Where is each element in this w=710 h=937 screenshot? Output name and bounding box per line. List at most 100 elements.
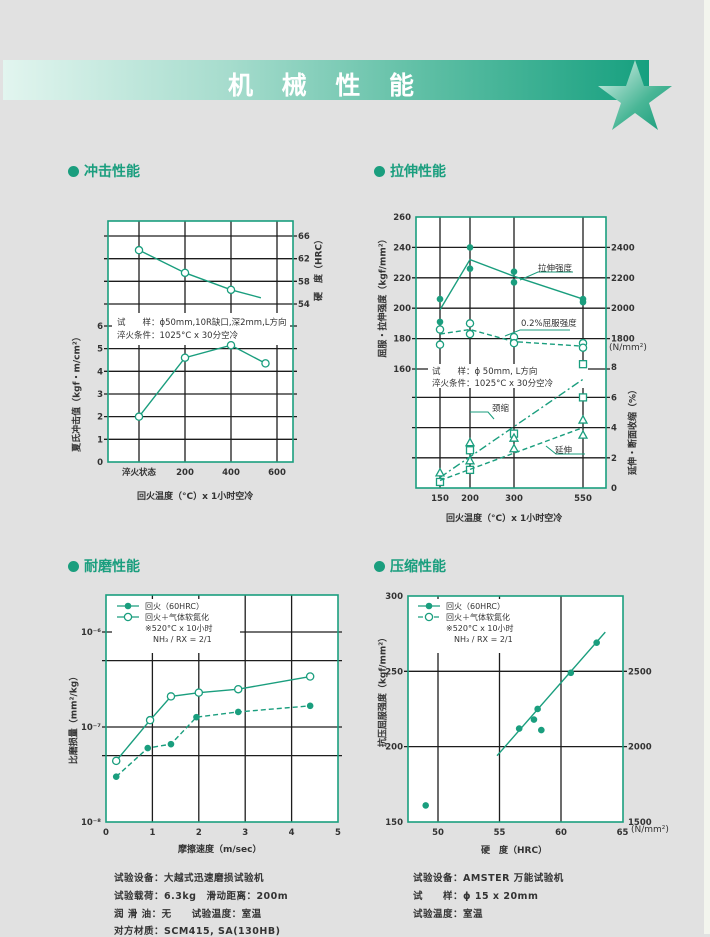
data-point bbox=[579, 298, 587, 306]
y-tick-label: 0 bbox=[97, 458, 103, 468]
legend-label: 回火＋气体软氮化 bbox=[446, 612, 510, 622]
compression-note-2: 试 样：ϕ 15 x 20mm bbox=[413, 891, 539, 902]
header-banner: 机 械 性 能 bbox=[3, 60, 649, 100]
legend-label: 回火＋气体软氮化 bbox=[145, 612, 209, 622]
data-point bbox=[465, 329, 475, 339]
section-title: 冲击性能 bbox=[84, 164, 140, 180]
annotation-box bbox=[428, 364, 588, 388]
data-point bbox=[577, 429, 589, 439]
x-tick-label: 65 bbox=[617, 828, 629, 838]
x-tick-label: 60 bbox=[555, 828, 567, 838]
compression-x-axis-label: 硬 度（HRC） bbox=[481, 846, 548, 856]
data-point bbox=[578, 343, 588, 352]
data-point bbox=[226, 340, 236, 350]
x-tick-label: 200 bbox=[176, 468, 194, 478]
legend-note: ※520°C x 10小时 bbox=[145, 623, 213, 633]
data-point bbox=[534, 705, 541, 713]
impact-note-2: 淬火条件：1025°C x 30分空冷 bbox=[117, 331, 239, 341]
x-tick-label: 0 bbox=[103, 828, 109, 838]
series-line-3 bbox=[439, 426, 584, 482]
data-point bbox=[194, 688, 204, 697]
section-title: 压缩性能 bbox=[390, 559, 446, 575]
section-heading-compression: 压缩性能 bbox=[374, 556, 446, 576]
data-point bbox=[166, 692, 176, 701]
series-line-0 bbox=[439, 258, 584, 311]
data-point bbox=[436, 295, 444, 303]
data-point bbox=[144, 744, 152, 752]
legend-label: 回火（60HRC） bbox=[446, 602, 505, 611]
data-point bbox=[112, 773, 120, 780]
legend-marker bbox=[425, 602, 433, 610]
data-point bbox=[134, 412, 144, 421]
data-point bbox=[593, 639, 600, 646]
compression-note-3: 试验温度：室温 bbox=[413, 909, 484, 920]
wear-y-axis-label: 比磨损量（mm²/kg） bbox=[69, 671, 80, 765]
chart-1: 150 200 300 5501601802002202402601800200022… bbox=[393, 213, 634, 504]
plot-border bbox=[107, 220, 294, 463]
bullet-icon bbox=[68, 165, 79, 177]
x-tick-label: 550 bbox=[574, 494, 592, 504]
y2-tick-label: 58 bbox=[298, 277, 310, 287]
tensile-note-1: 试 样：ϕ 50mm, L方向 bbox=[432, 367, 538, 377]
annotation-leader bbox=[470, 411, 495, 420]
data-point bbox=[510, 268, 518, 276]
x-tick-label: 2 bbox=[196, 828, 202, 838]
data-point bbox=[464, 437, 476, 447]
y-tick-label: 3 bbox=[97, 390, 103, 400]
series-line-0 bbox=[496, 631, 606, 757]
x-tick-label: 600 bbox=[268, 468, 286, 478]
section-title: 耐磨性能 bbox=[84, 559, 140, 575]
y-tick-label: 220 bbox=[393, 274, 411, 284]
annotation-box bbox=[413, 599, 541, 653]
annotation-tensile-strength: 拉伸强度 bbox=[538, 264, 573, 274]
y2-tick-label: 2500 bbox=[628, 667, 652, 677]
data-point bbox=[578, 393, 588, 402]
x-tick-label: 300 bbox=[505, 494, 523, 504]
y2-tick-label: 2400 bbox=[611, 243, 635, 253]
plot-border bbox=[407, 595, 624, 823]
section-heading-impact: 冲击性能 bbox=[68, 161, 140, 181]
y-tick-label: 10⁻⁸ bbox=[81, 818, 101, 828]
star-icon bbox=[598, 60, 672, 130]
y-tick-label: 160 bbox=[393, 365, 411, 375]
data-point bbox=[435, 477, 445, 487]
annotation-yield-strength: 0.2%屈服强度 bbox=[521, 319, 577, 329]
x-tick-label: 55 bbox=[494, 828, 506, 838]
data-point bbox=[436, 318, 444, 326]
series-line-0 bbox=[115, 675, 311, 762]
y3-tick-label: 8 bbox=[611, 363, 617, 373]
y-tick-label: 10⁻⁷ bbox=[81, 723, 101, 733]
y2-tick-label: 54 bbox=[298, 300, 310, 310]
y-tick-label: 200 bbox=[393, 304, 411, 314]
annotation-box bbox=[112, 599, 240, 653]
plot-area bbox=[416, 217, 606, 488]
y2-tick-label: 2200 bbox=[611, 274, 635, 284]
y-tick-label: 2 bbox=[97, 413, 103, 423]
y-tick-label: 240 bbox=[393, 243, 411, 253]
data-point bbox=[145, 715, 155, 725]
data-point bbox=[578, 360, 588, 369]
impact-note-1: 试 样：ϕ50mm,10R缺口,深2mm,L方向 bbox=[117, 318, 287, 328]
plot-border bbox=[415, 216, 607, 489]
y2-tick-label: 2000 bbox=[628, 743, 652, 753]
wear-note-2: 试验载荷：6.3kg 滑动距离：200m bbox=[114, 891, 289, 902]
data-point bbox=[261, 359, 270, 368]
x-tick-label: 50 bbox=[432, 828, 444, 838]
bullet-icon bbox=[374, 165, 385, 177]
data-point bbox=[466, 244, 474, 251]
annotation-necking: 颈缩 bbox=[492, 404, 510, 414]
data-point bbox=[530, 716, 538, 723]
compression-y-axis-label: 抗压屈服强度（kgf/mm²） bbox=[378, 632, 389, 748]
y3-tick-label: 0 bbox=[611, 484, 617, 494]
data-point bbox=[465, 446, 475, 455]
legend-note: NH₃ / RX = 2/1 bbox=[454, 635, 513, 644]
chart-0: 淬火状态 200 400 600 0 1 2 3 4 5 6 54 58 62 66 bbox=[97, 220, 310, 478]
y3-tick-label: 4 bbox=[611, 424, 617, 434]
section-heading-wear: 耐磨性能 bbox=[68, 556, 140, 576]
data-point bbox=[510, 279, 518, 286]
data-point bbox=[134, 245, 144, 255]
x-tick-label: 5 bbox=[335, 828, 341, 838]
annotation-leader bbox=[504, 329, 570, 337]
y2-tick-label: 2000 bbox=[611, 304, 635, 314]
